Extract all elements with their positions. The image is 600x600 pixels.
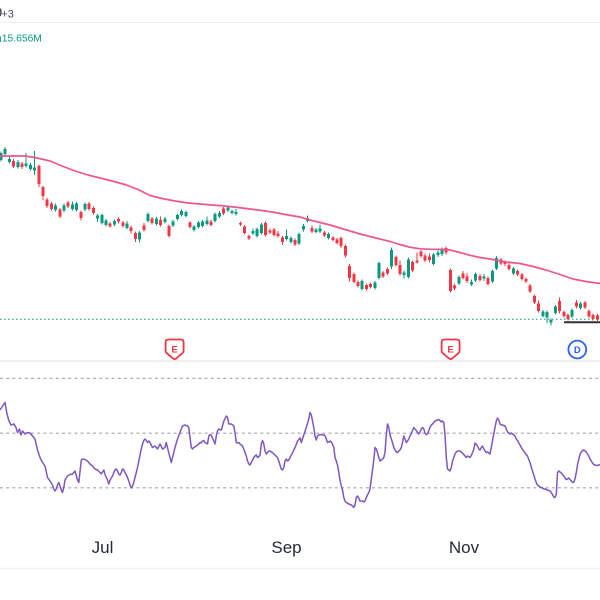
svg-text:15.656M: 15.656M	[2, 34, 42, 45]
svg-text:E: E	[171, 345, 177, 356]
svg-text:E: E	[447, 345, 453, 356]
svg-text:Sep: Sep	[271, 538, 301, 557]
svg-text:D: D	[574, 345, 581, 356]
svg-text:Jul: Jul	[92, 538, 114, 557]
svg-text:+3: +3	[1, 8, 14, 20]
svg-text:Nov: Nov	[449, 538, 480, 557]
